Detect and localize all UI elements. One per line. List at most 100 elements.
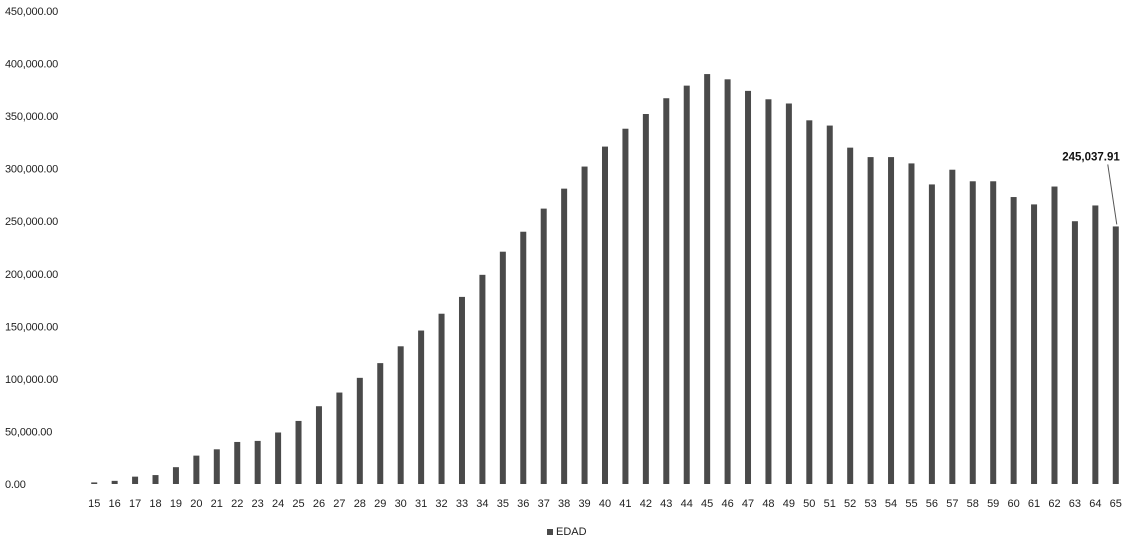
legend: EDAD — [547, 526, 587, 538]
x-tick-label: 34 — [476, 498, 488, 510]
x-tick-label: 26 — [313, 498, 325, 510]
bar — [275, 432, 282, 484]
x-tick-label: 15 — [88, 498, 100, 510]
bar — [704, 74, 711, 484]
bar — [1010, 197, 1017, 485]
x-tick-label: 45 — [701, 498, 713, 510]
x-tick-label: 18 — [149, 498, 161, 510]
bar — [111, 480, 118, 484]
x-tick-label: 20 — [190, 498, 202, 510]
x-tick-label: 21 — [211, 498, 223, 510]
x-tick-label: 43 — [660, 498, 672, 510]
y-tick-label: 350,000.00 — [5, 111, 58, 123]
bar — [561, 188, 568, 484]
y-tick-label: 100,000.00 — [5, 374, 58, 386]
x-tick-label: 48 — [762, 498, 774, 510]
bar — [315, 406, 322, 484]
x-tick-label: 32 — [435, 498, 447, 510]
bar — [765, 99, 772, 484]
y-tick-label: 300,000.00 — [5, 164, 58, 176]
bar — [602, 146, 608, 484]
y-tick-label: 0.00 — [5, 479, 26, 491]
bar — [520, 231, 527, 484]
bar — [826, 125, 833, 484]
bar — [418, 330, 425, 484]
legend-label-edad: EDAD — [556, 526, 587, 538]
y-tick-label: 150,000.00 — [5, 321, 58, 333]
x-tick-label: 37 — [538, 498, 550, 510]
x-tick-label: 42 — [640, 498, 652, 510]
x-tick-label: 25 — [292, 498, 304, 510]
bar — [581, 166, 588, 484]
bar — [745, 90, 752, 484]
y-tick-label: 250,000.00 — [5, 216, 58, 228]
bar — [847, 147, 854, 484]
x-tick-label: 59 — [987, 498, 999, 510]
x-tick-label: 61 — [1028, 498, 1040, 510]
bar — [683, 85, 690, 484]
bar — [397, 346, 404, 484]
bar — [213, 449, 220, 484]
x-tick-label: 31 — [415, 498, 427, 510]
bar — [540, 208, 547, 485]
bar — [356, 377, 363, 484]
y-tick-label: 400,000.00 — [5, 59, 58, 71]
x-tick-label: 44 — [681, 498, 693, 510]
x-tick-label: 51 — [824, 498, 836, 510]
x-tick-label: 54 — [885, 498, 897, 510]
bar — [458, 296, 465, 484]
y-tick-label: 50,000.00 — [5, 426, 52, 438]
y-tick-label: 450,000.00 — [5, 6, 58, 18]
x-tick-label: 33 — [456, 498, 468, 510]
bar — [377, 363, 384, 484]
bar — [479, 274, 486, 484]
x-tick-label: 53 — [864, 498, 876, 510]
bar — [172, 467, 179, 484]
x-tick-label: 46 — [721, 498, 733, 510]
bar-series-edad — [91, 74, 1119, 485]
x-tick-label: 58 — [967, 498, 979, 510]
bar — [806, 120, 813, 484]
y-axis: 0.00 50,000.00 100,000.00 150,000.00 200,000… — [5, 6, 58, 491]
bar — [908, 163, 915, 484]
bar — [642, 114, 649, 484]
bar — [785, 103, 792, 484]
bar — [949, 169, 956, 484]
bar — [132, 476, 139, 484]
x-tick-label: 35 — [497, 498, 509, 510]
x-tick-label: 47 — [742, 498, 754, 510]
x-tick-label: 65 — [1110, 498, 1122, 510]
x-tick-label: 41 — [619, 498, 631, 510]
bar — [438, 313, 445, 484]
bar — [622, 128, 629, 484]
x-tick-label: 39 — [578, 498, 590, 510]
bar — [254, 440, 261, 484]
bar — [1112, 226, 1119, 484]
x-tick-label: 50 — [803, 498, 815, 510]
x-tick-label: 55 — [905, 498, 917, 510]
bar — [1051, 186, 1058, 485]
x-tick-label: 60 — [1008, 498, 1020, 510]
bar — [928, 184, 935, 484]
bar — [295, 420, 302, 484]
bar — [193, 455, 200, 484]
data-labels: 245,037.91 — [1062, 151, 1120, 225]
x-tick-label: 64 — [1089, 498, 1101, 510]
bar — [969, 181, 976, 484]
bar — [152, 475, 159, 484]
x-tick-label: 38 — [558, 498, 570, 510]
bar — [1071, 221, 1078, 484]
x-axis: 15 16 17 18 19 20 21 22 23 24 25 26 27 28 29 30 31 32 33 34… — [88, 498, 1122, 510]
x-tick-label: 29 — [374, 498, 386, 510]
x-tick-label: 24 — [272, 498, 284, 510]
bar — [888, 157, 895, 484]
x-tick-label: 22 — [231, 498, 243, 510]
bar — [234, 441, 241, 484]
x-tick-label: 40 — [599, 498, 611, 510]
bar — [663, 98, 670, 485]
x-tick-label: 63 — [1069, 498, 1081, 510]
bar — [1031, 204, 1038, 484]
x-tick-label: 19 — [170, 498, 182, 510]
x-tick-label: 36 — [517, 498, 529, 510]
